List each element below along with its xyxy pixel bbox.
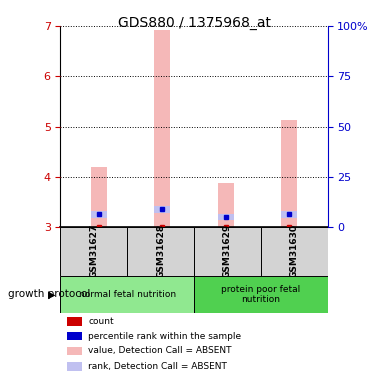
Bar (67, 332, 82, 340)
Text: protein poor fetal
nutrition: protein poor fetal nutrition (221, 285, 300, 304)
Text: GDS880 / 1375968_at: GDS880 / 1375968_at (119, 16, 271, 30)
Bar (67, 346, 82, 355)
Bar (60, 276, 194, 313)
Text: rank, Detection Call = ABSENT: rank, Detection Call = ABSENT (88, 362, 227, 371)
Bar (194, 227, 261, 276)
Bar (67, 317, 82, 326)
Bar (67, 362, 82, 370)
Bar (282, 211, 298, 218)
Text: GSM31629: GSM31629 (223, 224, 232, 278)
Bar (90, 166, 106, 227)
Text: value, Detection Call = ABSENT: value, Detection Call = ABSENT (88, 346, 232, 355)
Bar (154, 206, 170, 213)
Bar (60, 227, 127, 276)
Text: growth protocol: growth protocol (8, 290, 90, 299)
Text: percentile rank within the sample: percentile rank within the sample (88, 332, 241, 340)
Bar (282, 120, 298, 227)
Bar (218, 183, 234, 227)
Text: count: count (88, 316, 114, 326)
Text: ▶: ▶ (48, 290, 56, 299)
Bar (218, 214, 234, 220)
Text: normal fetal nutrition: normal fetal nutrition (79, 290, 176, 299)
Text: GSM31628: GSM31628 (156, 224, 165, 278)
Text: GSM31627: GSM31627 (89, 224, 98, 278)
Bar (261, 227, 328, 276)
Bar (127, 227, 194, 276)
Bar (90, 211, 106, 218)
Text: GSM31630: GSM31630 (290, 224, 299, 278)
Bar (194, 276, 328, 313)
Bar (154, 30, 170, 227)
